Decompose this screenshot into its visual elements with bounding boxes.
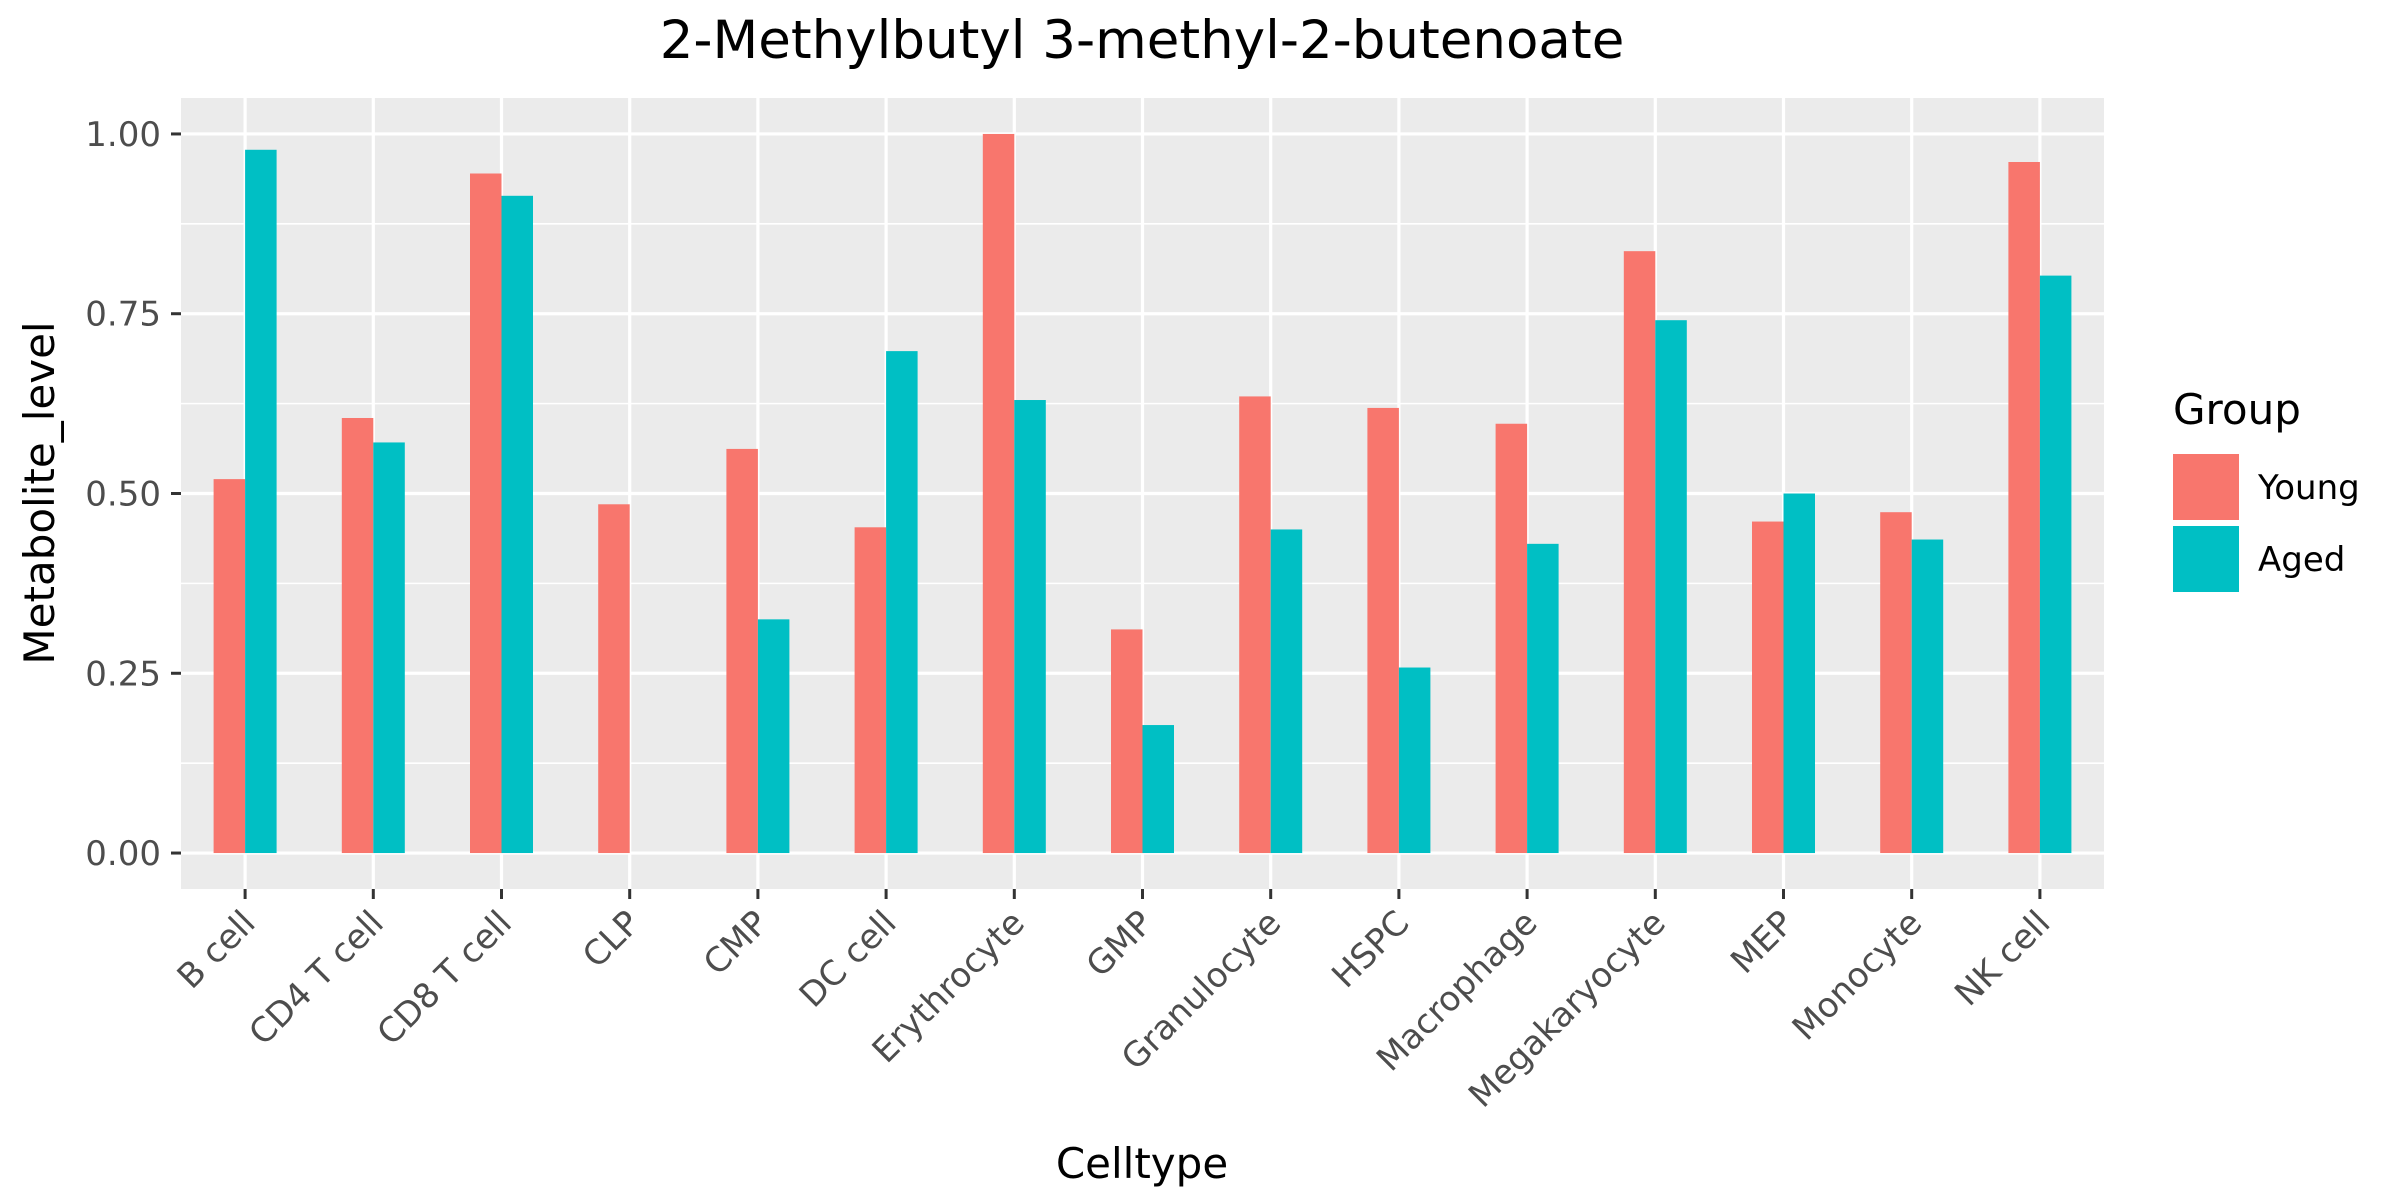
legend-key-young (2173, 454, 2239, 520)
chart-title: 2-Methylbutyl 3-methyl-2-butenoate (660, 10, 1625, 71)
y-axis: 0.00 0.25 0.50 0.75 1.00 (85, 115, 181, 874)
bar-young (2008, 161, 2040, 854)
bar-aged (1527, 543, 1559, 854)
bar-young (854, 527, 887, 854)
y-tick-label: 0.00 (85, 834, 161, 874)
bar-young (1623, 251, 1656, 854)
x-tick-label: DC cell (792, 903, 905, 1016)
legend-label-young: Young (2257, 468, 2360, 508)
bar-aged (886, 351, 918, 854)
bar-young (598, 504, 630, 854)
bar-aged (1270, 529, 1303, 854)
y-axis-title: Metabolite_level (15, 321, 64, 664)
bar-aged (501, 195, 533, 854)
bar-aged (373, 442, 405, 854)
bar-aged (1783, 493, 1815, 854)
x-tick-label: CD4 T cell (241, 903, 391, 1053)
bar-young (1111, 629, 1143, 854)
bar-young (1752, 521, 1784, 854)
bar-aged (2039, 275, 2072, 854)
y-tick-label: 0.50 (85, 475, 161, 515)
bars (213, 133, 2072, 854)
bar-young (1367, 407, 1399, 854)
bar-aged (1398, 667, 1431, 854)
legend-title: Group (2173, 385, 2301, 434)
bar-aged (1655, 320, 1687, 854)
x-tick-label: Monocyte (1785, 903, 1930, 1048)
bar-young (213, 479, 246, 854)
bar-young (1880, 512, 1912, 854)
bar-aged (1014, 400, 1046, 854)
legend: Group Young Aged (2173, 385, 2360, 592)
legend-label-aged: Aged (2258, 540, 2345, 580)
bar-young (470, 173, 502, 854)
y-tick-label: 0.25 (85, 654, 161, 694)
x-tick-label: NK cell (1947, 903, 2058, 1014)
x-tick-label: CLP (575, 903, 648, 976)
bar-young (1495, 423, 1528, 854)
bar-young (726, 448, 758, 854)
bar-aged (757, 619, 790, 854)
bar-young (341, 417, 374, 854)
x-tick-label: CMP (696, 903, 776, 983)
bar-young (982, 133, 1015, 854)
y-tick-label: 1.00 (85, 115, 161, 155)
y-tick-label: 0.75 (85, 295, 161, 335)
legend-key-aged (2173, 526, 2239, 592)
bar-aged (245, 149, 277, 854)
bar-aged (1911, 539, 1944, 854)
x-tick-label: CD8 T cell (370, 903, 520, 1053)
x-axis-title: Celltype (1056, 1139, 1228, 1188)
x-tick-label: HSPC (1324, 903, 1417, 996)
bar-young (1239, 396, 1271, 854)
x-tick-label: B cell (170, 903, 264, 997)
x-tick-label: GMP (1079, 903, 1161, 985)
bar-aged (1142, 725, 1174, 854)
x-tick-label: MEP (1723, 903, 1802, 982)
